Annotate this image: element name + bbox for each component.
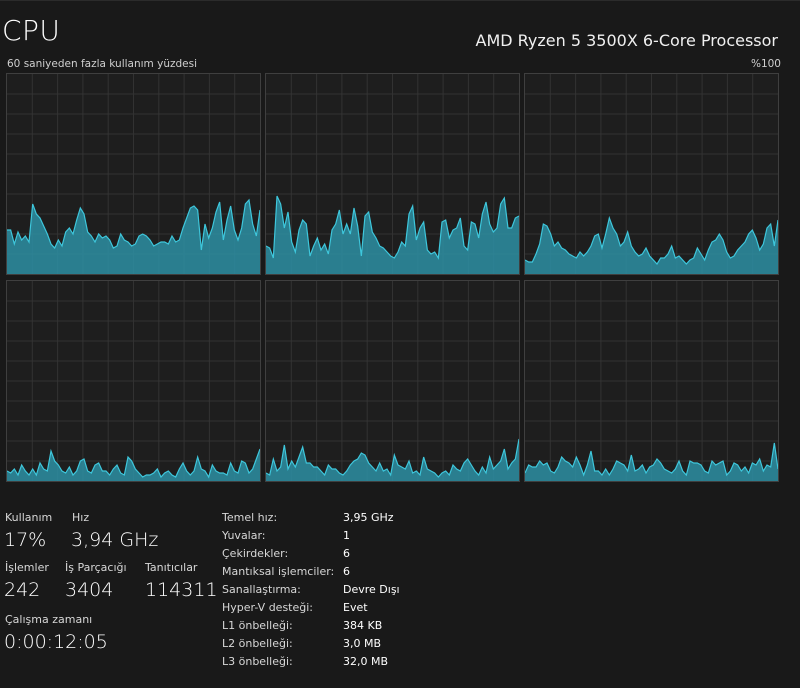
- uptime-value: 0:00:12:05: [4, 631, 108, 653]
- graph-grid: [7, 281, 260, 481]
- usage-value: 17%: [4, 529, 47, 551]
- sockets-label: Yuvalar:: [222, 529, 266, 542]
- logical-processors-value: 6: [343, 565, 350, 578]
- page-title: CPU: [2, 14, 61, 47]
- graph-grid: [266, 281, 519, 481]
- cpu-graph-5: [524, 280, 779, 482]
- cpu-usage-line: [266, 195, 519, 260]
- handles-label: Tanıtıcılar: [145, 561, 198, 574]
- virtualization-label: Sanallaştırma:: [222, 583, 301, 596]
- cores-value: 6: [343, 547, 350, 560]
- cpu-usage-line: [525, 442, 778, 477]
- cpu-usage-area: [525, 218, 778, 274]
- threads-label: İş Parçacığı: [65, 561, 127, 574]
- uptime-label: Çalışma zamanı: [5, 613, 93, 626]
- cpu-graph-1: [265, 73, 520, 275]
- l1-cache-label: L1 önbelleği:: [222, 619, 293, 632]
- cpu-usage-area: [266, 439, 519, 481]
- l2-cache-label: L2 önbelleği:: [222, 637, 293, 650]
- l1-cache-value: 384 KB: [343, 619, 383, 632]
- cpu-usage-line: [7, 448, 260, 479]
- cpu-usage-area: [525, 443, 778, 481]
- cpu-graph-0: [6, 73, 261, 275]
- cpu-usage-line: [7, 198, 260, 251]
- sockets-value: 1: [343, 529, 350, 542]
- graph-caption: 60 saniyeden fazla kullanım yüzdesi: [7, 58, 198, 70]
- virtualization-value: Devre Dışı: [343, 583, 400, 596]
- hyperv-value: Evet: [343, 601, 368, 614]
- graph-max-label: %100: [750, 58, 781, 70]
- cpu-graph-2: [524, 73, 779, 275]
- cores-label: Çekirdekler:: [222, 547, 289, 560]
- base-speed-value: 3,95 GHz: [343, 511, 394, 524]
- speed-value: 3,94 GHz: [71, 529, 159, 551]
- cpu-usage-area: [266, 196, 519, 274]
- processes-value: 242: [4, 579, 41, 601]
- graph-grid: [525, 281, 778, 481]
- hyperv-label: Hyper-V desteği:: [222, 601, 314, 614]
- cpu-usage-area: [7, 200, 260, 274]
- threads-value: 3404: [65, 579, 114, 601]
- graph-grid: [525, 74, 778, 274]
- cpu-usage-line: [266, 438, 519, 478]
- speed-label: Hız: [72, 511, 90, 524]
- processor-name: AMD Ryzen 5 3500X 6-Core Processor: [475, 31, 779, 50]
- l3-cache-value: 32,0 MB: [343, 655, 389, 668]
- handles-value: 114311: [145, 579, 218, 601]
- l2-cache-value: 3,0 MB: [343, 637, 382, 650]
- cpu-usage-line: [525, 215, 778, 265]
- usage-label: Kullanım: [5, 511, 53, 524]
- l3-cache-label: L3 önbelleği:: [222, 655, 293, 668]
- base-speed-label: Temel hız:: [222, 511, 278, 524]
- logical-processors-label: Mantıksal işlemciler:: [222, 565, 335, 578]
- cpu-graph-3: [6, 280, 261, 482]
- processes-label: İşlemler: [5, 561, 49, 574]
- cpu-graph-4: [265, 280, 520, 482]
